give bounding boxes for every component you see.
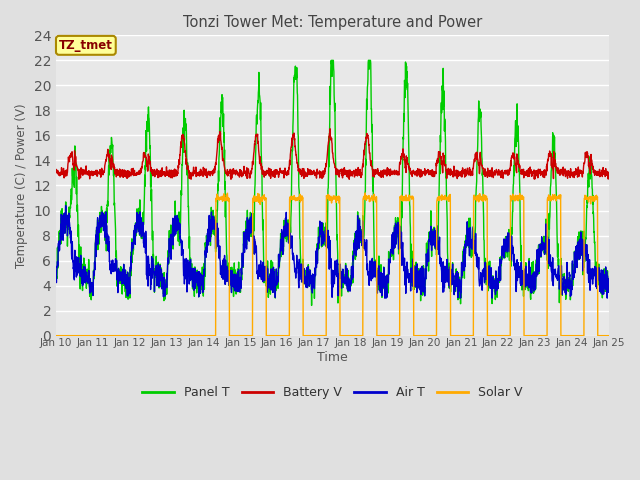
Y-axis label: Temperature (C) / Power (V): Temperature (C) / Power (V) — [15, 103, 28, 268]
Text: TZ_tmet: TZ_tmet — [59, 39, 113, 52]
Title: Tonzi Tower Met: Temperature and Power: Tonzi Tower Met: Temperature and Power — [183, 15, 482, 30]
X-axis label: Time: Time — [317, 351, 348, 364]
Legend: Panel T, Battery V, Air T, Solar V: Panel T, Battery V, Air T, Solar V — [137, 382, 527, 405]
